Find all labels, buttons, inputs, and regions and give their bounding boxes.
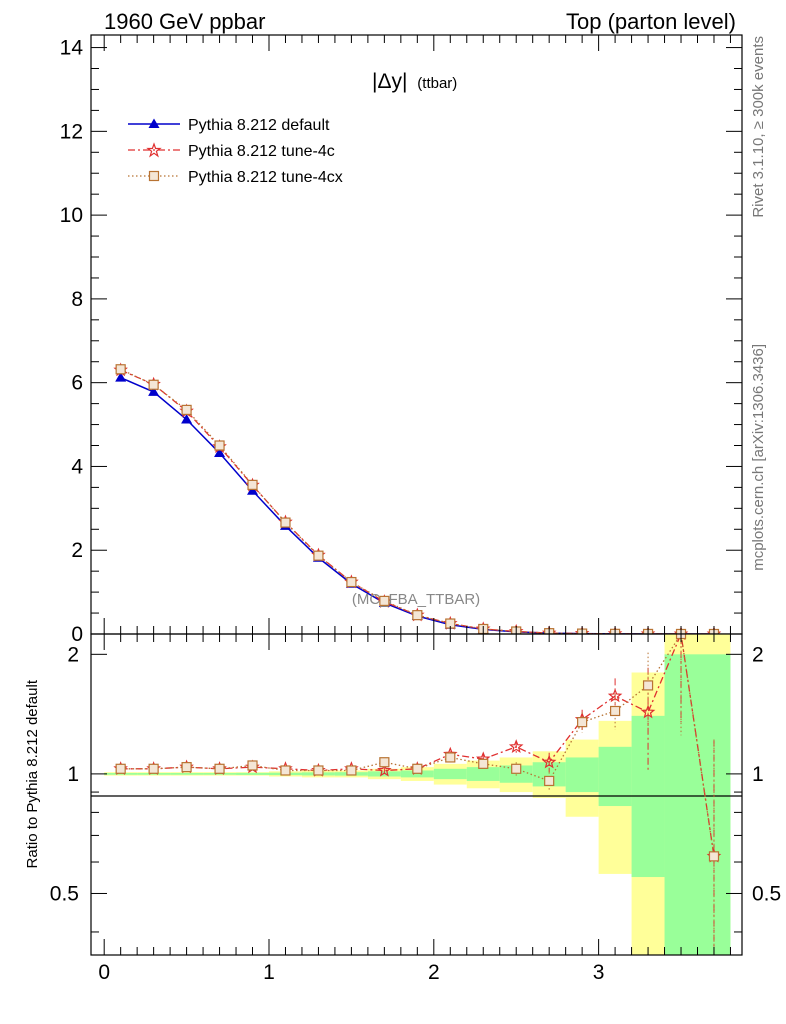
ratio-band-green (137, 773, 171, 775)
ratio-band-green (598, 746, 632, 807)
ratio-point-star (541, 754, 557, 769)
ratio-ytick-label: 2 (67, 643, 79, 666)
main-point-open-square (148, 379, 159, 390)
main-point-triangle (115, 372, 127, 382)
ratio-band-green (565, 757, 599, 793)
main-point-triangle (148, 386, 160, 396)
plot-title-suffix: (ttbar) (417, 75, 457, 92)
ratio-point-open-square (412, 763, 423, 774)
main-point-open-square (247, 479, 258, 490)
ratio-point-open-square (346, 765, 357, 776)
ratio-band-green (433, 768, 467, 780)
main-ytick-label: 12 (60, 120, 83, 143)
plot-title: |Δy| (ttbar) (372, 70, 457, 93)
main-point-triangle (247, 485, 259, 495)
main-point-open-square (115, 364, 126, 375)
main-point-triangle (181, 414, 193, 424)
ratio-point-open-square (280, 765, 291, 776)
main-ytick-label: 14 (60, 37, 84, 60)
ratio-point-open-square (544, 775, 555, 787)
ratio-point-open-square (115, 763, 126, 774)
ratio-y-axis-label: Ratio to Pythia 8.212 default (24, 679, 41, 868)
ratio-band-green (170, 773, 204, 775)
ratio-point-star (640, 704, 656, 719)
main-ytick-label: 6 (71, 372, 83, 395)
ratio-point-open-square (511, 763, 522, 774)
ratio-ytick-label: 1 (67, 763, 79, 786)
ratio-point-star (508, 739, 524, 753)
ratio-band-green (400, 770, 434, 778)
ratio-point-open-square (445, 752, 456, 763)
ratio-ytick-label-right: 1 (752, 763, 764, 786)
main-point-open-square (181, 404, 192, 415)
ratio-xtick-label: 0 (98, 961, 110, 984)
ratio-band-green (236, 772, 269, 775)
legend-marker-star (146, 142, 162, 158)
ratio-band-green (499, 765, 533, 783)
header-left-title: 1960 GeV ppbar (104, 9, 265, 34)
main-ytick-label: 0 (71, 623, 83, 646)
legend-label-tune-4c: Pythia 8.212 tune-4c (188, 143, 335, 160)
main-ytick-label: 10 (60, 204, 83, 227)
ratio-point-open-square (379, 757, 390, 768)
rivet-version-label: Rivet 3.1.10, ≥ 300k events (750, 36, 767, 218)
main-point-open-square (412, 610, 423, 621)
legend-entry-tune-4c: Pythia 8.212 tune-4c (128, 142, 335, 160)
ratio-band-green (466, 767, 500, 781)
legend-entry-tune-4cx: Pythia 8.212 tune-4cx (128, 169, 343, 186)
ratio-point-open-square (148, 763, 159, 774)
ratio-point-open-square (478, 758, 489, 769)
analysis-watermark: (MC_FBA_TTBAR) (352, 591, 480, 608)
ratio-plot-frame (90, 633, 743, 956)
main-point-open-square (313, 550, 324, 561)
mcplots-label: mcplots.cern.ch [arXiv:1306.3436] (750, 344, 767, 571)
legend-entry-default: Pythia 8.212 default (128, 117, 330, 134)
header-right-title: Top (parton level) (566, 9, 736, 34)
ratio-ytick-label-right: 0.5 (752, 882, 781, 905)
plot-title-main: |Δy| (372, 70, 407, 93)
ratio-point-open-square (214, 763, 225, 774)
ratio-panel: 0.5 0.5 1 1 2 2 0 1 2 3 Ratio to Pythia 8.212 def… (24, 633, 781, 984)
legend-marker-square (148, 170, 160, 182)
main-point-open-square (280, 517, 291, 528)
main-ytick-label: 8 (71, 288, 83, 311)
ratio-xtick-label: 1 (263, 961, 275, 984)
ratio-point-open-square (313, 765, 324, 776)
main-point-open-square (346, 576, 357, 588)
ratio-point-open-square (708, 851, 720, 862)
ratio-point-open-square (642, 680, 654, 691)
ratio-point-open-square (577, 717, 588, 728)
main-point-open-square (214, 440, 225, 451)
ratio-point-open-square (609, 705, 621, 717)
main-ytick-label: 2 (71, 539, 83, 562)
ratio-ytick-label: 0.5 (50, 882, 79, 905)
ratio-point-star (377, 762, 392, 777)
legend-marker-triangle (148, 118, 160, 128)
legend: Pythia 8.212 default Pythia 8.212 tune-4… (128, 117, 343, 186)
ratio-ytick-label-right: 2 (752, 643, 764, 666)
ratio-band-green (104, 773, 138, 775)
main-ytick-label: 4 (71, 455, 83, 478)
ratio-band-green (367, 771, 401, 777)
legend-label-default: Pythia 8.212 default (188, 117, 330, 134)
ratio-band-green (203, 773, 237, 775)
ratio-xtick-label: 2 (428, 961, 440, 984)
legend-label-tune-4cx: Pythia 8.212 tune-4cx (188, 169, 343, 186)
ratio-xtick-label: 3 (593, 961, 605, 984)
main-point-open-square (379, 595, 390, 607)
main-point-triangle (214, 447, 226, 458)
ratio-point-open-square (247, 760, 258, 771)
ratio-point-open-square (181, 762, 192, 773)
